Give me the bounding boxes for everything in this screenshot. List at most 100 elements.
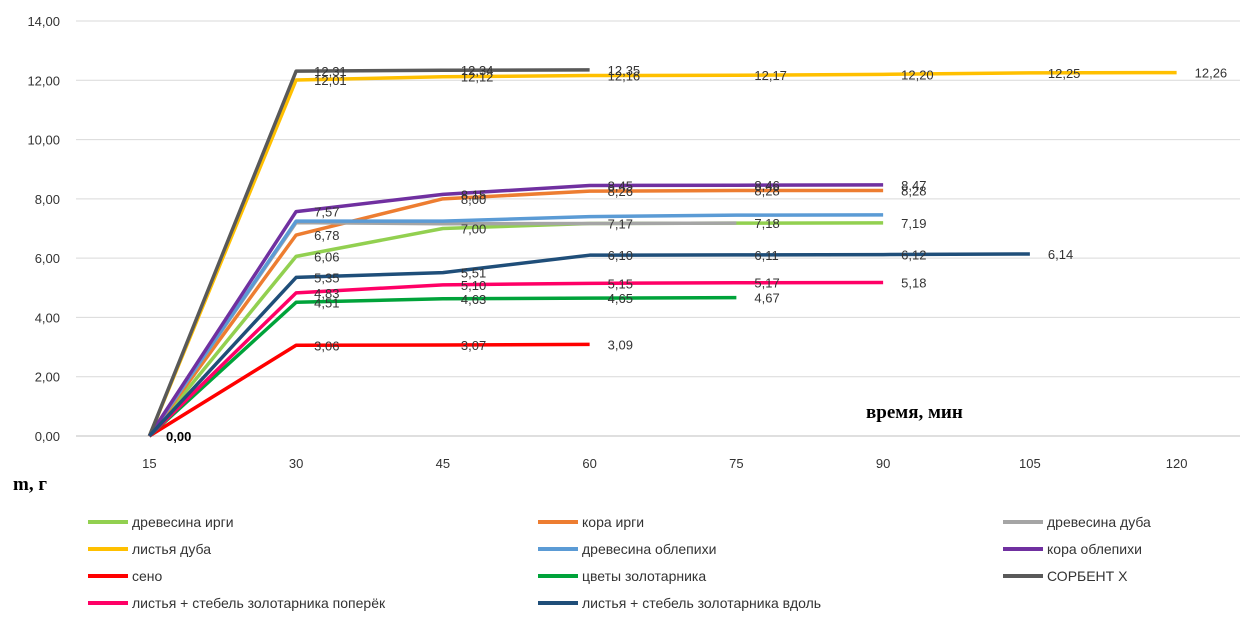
legend-swatch [538,601,578,605]
legend-item: кора облепихи [1003,539,1142,559]
data-label: 8,15 [461,187,486,202]
legend-item: СОРБЕНТ Х [1003,566,1127,586]
legend-item: древесина облепихи [538,539,716,559]
x-axis-ticks: 15 30 45 60 75 90 105 120 [142,456,1187,471]
legend-swatch [538,520,578,524]
x-tick-label: 30 [289,456,303,471]
x-tick-label: 90 [876,456,890,471]
data-label: 12,16 [608,69,641,84]
data-label: 7,18 [754,216,779,231]
series-line [148,221,884,438]
legend-swatch [1003,574,1043,578]
legend-swatch [1003,520,1043,524]
data-label: 3,06 [314,338,339,353]
y-axis-title: m, г [13,474,47,495]
legend-label: древесина дуба [1047,514,1151,530]
legend-item: цветы золотарника [538,566,706,586]
data-label: 5,17 [754,276,779,291]
data-label: 6,06 [314,249,339,264]
data-label: 6,11 [754,248,778,263]
line-chart: 0,00 2,00 4,00 6,00 8,00 10,00 12,00 14,00 15 30… [13,14,1240,495]
data-label: 12,34 [461,63,494,78]
legend-item: сено [88,566,162,586]
series-line [147,183,884,437]
legend-swatch [88,547,128,551]
legend-item: древесина ирги [88,512,234,532]
x-tick-label: 120 [1166,456,1188,471]
data-label: 8,28 [901,184,926,199]
legend-swatch [1003,547,1043,551]
y-tick-label: 8,00 [35,192,60,207]
y-tick-label: 0,00 [35,429,60,444]
data-label: 7,19 [901,216,926,231]
data-label: 6,10 [608,248,633,263]
data-label: 6,78 [314,228,339,243]
legend-swatch [88,574,128,578]
data-label: 4,67 [754,291,779,306]
y-tick-label: 10,00 [27,133,60,148]
legend-item: листья + стебель золотарника поперёк [88,593,385,613]
legend-item: кора ирги [538,512,644,532]
legend-swatch [538,547,578,551]
legend-label: листья + стебель золотарника вдоль [582,595,822,611]
legend-label: сено [132,568,163,584]
data-label: 7,00 [461,222,486,237]
legend: древесина ирги кора ирги древесина дуба лис… [88,512,1238,628]
legend-item: листья + стебель золотарника вдоль [538,593,821,613]
data-label: 5,35 [314,270,339,285]
data-label: 12,35 [608,63,641,78]
data-label: 8,47 [901,178,926,193]
data-label: 3,09 [608,337,633,352]
legend-label: кора ирги [582,514,645,530]
y-tick-label: 14,00 [27,14,60,29]
y-axis-ticks: 0,00 2,00 4,00 6,00 8,00 10,00 12,00 14,00 [27,14,60,444]
data-labels: 6,06 7,00 7,17 7,18 7,19 6,78 8,00 8,26 8,28 8,28… [314,63,1227,353]
y-tick-label: 2,00 [35,370,60,385]
data-label: 12,31 [314,64,347,79]
x-tick-label: 105 [1019,456,1041,471]
data-label: 8,28 [754,184,779,199]
data-label: 4,63 [461,292,486,307]
y-tick-label: 12,00 [27,73,60,88]
data-label: 12,17 [754,68,787,83]
series-lines [147,68,1177,438]
data-label: 12,01 [314,73,347,88]
x-tick-label: 75 [729,456,743,471]
legend-label: цветы золотарника [582,568,707,584]
series-line [148,280,884,438]
legend-label: листья + стебель золотарника поперёк [132,595,386,611]
data-label: 5,10 [461,278,486,293]
data-label: 6,12 [901,248,926,263]
legend-swatch [538,574,578,578]
data-label: 8,26 [608,184,633,199]
series-line [147,188,884,438]
data-label: 12,12 [461,70,494,85]
legend-label: древесина облепихи [582,541,717,557]
legend-item: листья дуба [88,539,211,559]
legend-label: СОРБЕНТ Х [1047,568,1128,584]
y-tick-label: 4,00 [35,310,60,325]
x-tick-label: 15 [142,456,156,471]
zero-data-label: 0,00 [166,429,191,444]
series-line [147,70,1177,437]
data-label: 5,18 [901,275,926,290]
data-label: 4,65 [608,291,633,306]
data-label: 8,46 [754,178,779,193]
data-label: 5,51 [461,266,486,281]
data-label: 8,45 [608,179,633,194]
data-label: 12,25 [1048,66,1081,81]
legend-item: древесина дуба [1003,512,1151,532]
legend-label: кора облепихи [1047,541,1142,557]
data-label: 4,83 [314,286,339,301]
y-tick-label: 6,00 [35,251,60,266]
series-line [148,342,590,438]
data-label: 7,57 [314,205,339,220]
legend-label: древесина ирги [132,514,234,530]
data-label: 7,17 [608,216,633,231]
x-axis-title: время, мин [866,402,963,423]
legend-label: листья дуба [132,541,211,557]
data-label: 8,00 [461,192,486,207]
x-tick-label: 60 [582,456,596,471]
data-label: 3,07 [461,338,486,353]
data-label: 4,51 [314,295,339,310]
